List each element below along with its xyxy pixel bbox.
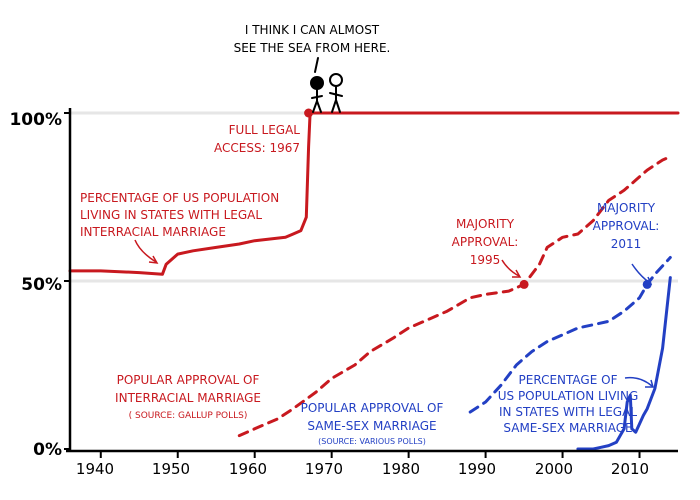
- marker-2: [519, 279, 529, 289]
- annotation-majority-1995-1: MAJORITY: [456, 217, 515, 231]
- x-tick-label-1940: 1940: [76, 460, 114, 478]
- arrow-majority-1995: [501, 259, 520, 277]
- x-tick-label-1950: 1950: [152, 460, 190, 478]
- series-layer: [68, 111, 680, 451]
- x-tick-labels: 1940 1950 1960 1970 1980 1990 2000 2010: [76, 460, 649, 478]
- annotation-samesex-pop-1: PERCENTAGE OF: [519, 373, 618, 387]
- arrowhead-interracial-pop: [148, 255, 159, 264]
- arrow-samesex-pop: [624, 376, 653, 387]
- figure-left-head: [310, 76, 324, 90]
- annotation-samesex-approval-2: SAME-SEX MARRIAGE: [307, 419, 436, 433]
- figure-left-leg-l: [312, 100, 318, 113]
- tick-layer: [64, 112, 641, 458]
- series-line-4: [576, 276, 672, 451]
- arrowhead-samesex-pop: [645, 379, 654, 388]
- arrowhead-majority-1995: [512, 269, 522, 278]
- series-line-2: [237, 155, 672, 438]
- figure-right-leg-r: [335, 99, 341, 113]
- annotation-samesex-pop-2: US POPULATION LIVING: [498, 389, 639, 403]
- annotation-samesex-pop-3: IN STATES WITH LEGAL: [499, 405, 637, 419]
- x-tick-label-1960: 1960: [229, 460, 267, 478]
- annotation-interracial-approval-2: INTERRACIAL MARRIAGE: [115, 391, 261, 405]
- arrow-majority-2011: [631, 263, 651, 284]
- y-tick-label-50: 50%: [21, 275, 62, 295]
- annotation-samesex-approval-1: POPULAR APPROVAL OF: [301, 401, 444, 415]
- speech-line-1: I THINK I CAN ALMOST: [245, 23, 380, 37]
- annotation-full-legal-2: ACCESS: 1967: [214, 141, 300, 155]
- annotation-gallup: ( SOURCE: GALLUP POLLS): [129, 411, 248, 421]
- arrow-interracial-pop: [134, 239, 157, 263]
- x-tick-label-1980: 1980: [382, 460, 420, 478]
- marker-1: [304, 108, 314, 118]
- annotation-majority-2011-3: 2011: [611, 237, 642, 251]
- x-tick-label-2000: 2000: [535, 460, 573, 478]
- speech-line-2: SEE THE SEA FROM HERE.: [234, 41, 391, 55]
- annotation-interracial-pop-3: INTERRACIAL MARRIAGE: [80, 225, 226, 239]
- arrowhead-majority-2011: [643, 276, 653, 285]
- figure-right-arms: [329, 92, 343, 97]
- annotation-samesex-pop-4: SAME-SEX MARRIAGE: [503, 421, 632, 435]
- series-line-3: [468, 256, 672, 414]
- y-tick-label-100: 100%: [9, 110, 62, 130]
- figure-right-leg-l: [331, 99, 337, 113]
- annotation-interracial-approval-1: POPULAR APPROVAL OF: [117, 373, 260, 387]
- annotation-interracial-pop-2: LIVING IN STATES WITH LEGAL: [80, 208, 262, 222]
- y-tick-label-0: 0%: [33, 440, 62, 460]
- speech-tick: [314, 57, 319, 73]
- figure-left-arms: [311, 95, 323, 99]
- stick-figures: [310, 57, 343, 113]
- annotation-majority-2011-2: APPROVAL:: [593, 219, 660, 233]
- annotation-majority-1995-3: 1995: [470, 253, 501, 267]
- x-tick-label-1990: 1990: [458, 460, 496, 478]
- x-tick-label-1970: 1970: [305, 460, 343, 478]
- annotation-majority-2011-1: MAJORITY: [597, 201, 656, 215]
- annotation-majority-1995-2: APPROVAL:: [452, 235, 519, 249]
- annotation-full-legal-1: FULL LEGAL: [229, 123, 301, 137]
- series-line-1: [68, 111, 680, 276]
- x-tick-label-2010: 2010: [611, 460, 649, 478]
- annotation-various: (SOURCE: VARIOUS POLLS): [318, 437, 426, 446]
- annotation-interracial-pop-1: PERCENTAGE OF US POPULATION: [80, 191, 279, 205]
- figure-right-head: [329, 73, 343, 87]
- figure-left-leg-r: [316, 100, 322, 113]
